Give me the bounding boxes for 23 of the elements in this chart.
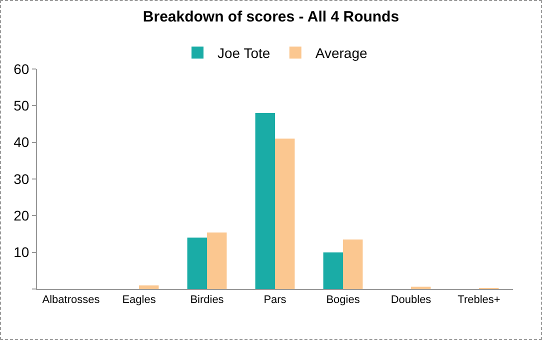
legend-label: Average <box>315 45 368 62</box>
bar <box>275 138 295 289</box>
x-tick-label: Trebles+ <box>458 294 500 306</box>
x-tick-label: Bogies <box>326 294 360 306</box>
x-tick-label: Eagles <box>122 294 156 306</box>
bar <box>343 240 363 289</box>
bar <box>323 252 343 289</box>
y-tick-label: 50 <box>14 98 30 114</box>
x-tick-label: Doubles <box>390 294 432 306</box>
y-tick-label: 30 <box>14 170 30 187</box>
y-tick-label: 60 <box>14 60 30 77</box>
bar <box>187 238 207 289</box>
chart-title: Breakdown of scores - All 4 Rounds <box>142 8 400 26</box>
x-tick-label: Birdies <box>190 294 224 306</box>
bar <box>207 232 227 289</box>
bar <box>139 285 159 289</box>
x-tick-label: Pars <box>264 294 287 306</box>
x-tick-label: Albatrosses <box>42 294 100 306</box>
legend-label: Joe Tote <box>218 45 270 62</box>
y-tick-label: 20 <box>14 208 30 224</box>
y-tick-label: 10 <box>14 244 30 260</box>
y-tick-label: 40 <box>14 134 30 150</box>
bar <box>255 113 275 289</box>
